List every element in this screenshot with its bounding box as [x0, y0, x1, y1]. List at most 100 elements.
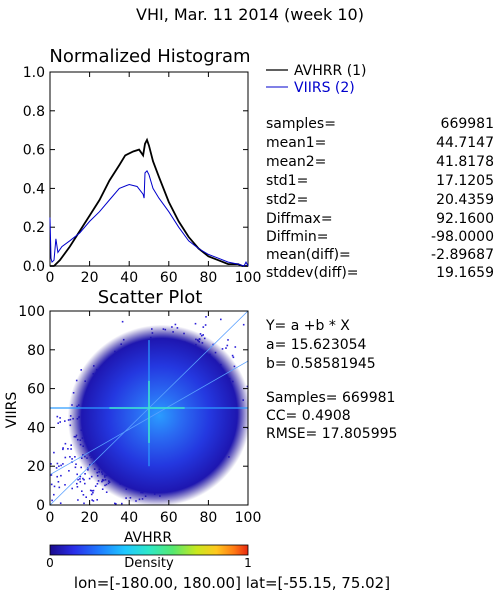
scatter-point — [53, 485, 56, 488]
histogram-ytick-label: 0.2 — [23, 220, 45, 236]
stat-key-std1: std1= — [266, 173, 308, 189]
scatter-xtick-label: 20 — [81, 510, 99, 526]
figure-title: VHI, Mar. 11 2014 (week 10) — [136, 5, 364, 24]
scatter-point — [71, 487, 73, 490]
scatter-xtick-label: 60 — [160, 510, 178, 526]
scatter-point — [58, 486, 61, 489]
scatter-point — [91, 499, 93, 501]
scatter-point — [67, 448, 69, 450]
scatter-point — [83, 502, 85, 505]
scatter-point — [94, 485, 97, 487]
scatter-point — [62, 447, 64, 449]
stat-key-stddev-diff: stddev(diff)= — [266, 265, 359, 281]
scatter-ytick-label: 60 — [27, 382, 45, 398]
histogram-series — [49, 137, 249, 267]
scatter-point — [58, 465, 60, 467]
scatter-point — [57, 481, 60, 483]
histogram-xtick-label: 40 — [120, 270, 138, 286]
stat-value-mean2: 41.8178 — [436, 154, 494, 170]
histogram-axes: 0 20 40 60 80 100 0.0 0.2 0.4 0.6 0.8 1.0 — [23, 65, 262, 286]
colorbar-ramp — [49, 544, 249, 556]
scatter-point — [121, 320, 124, 323]
stat-value-mean1: 44.7147 — [436, 135, 494, 151]
scatter-point — [92, 491, 94, 494]
scatter-plot-area — [49, 310, 249, 506]
stats-block: samples= 669981 mean1= 44.7147 mean2= 41… — [266, 116, 494, 281]
stat-value-diffmax: 92.1600 — [436, 211, 494, 227]
histogram-xtick-label: 20 — [81, 270, 99, 286]
scatter-point — [71, 458, 73, 460]
scatter-point — [59, 502, 62, 504]
scatter-point — [232, 356, 235, 359]
scatter-point — [79, 480, 82, 483]
histogram-ytick-label: 0.8 — [23, 104, 45, 120]
scatter-point — [85, 496, 87, 498]
regression-samples: Samples= 669981 — [266, 390, 395, 406]
scatter-point — [76, 486, 79, 488]
scatter-point — [56, 462, 59, 465]
scatter-point — [83, 478, 85, 481]
scatter-point — [76, 473, 78, 476]
stat-key-samples: samples= — [266, 116, 336, 132]
scatter-point — [231, 354, 234, 357]
scatter-ytick-label: 80 — [27, 343, 45, 359]
regression-b: b= 0.58581945 — [266, 356, 376, 372]
scatter-point — [75, 463, 77, 465]
scatter-point — [50, 463, 52, 465]
scatter-point — [50, 473, 52, 476]
scatter-point — [242, 323, 245, 326]
regression-a: a= 15.623054 — [266, 337, 367, 353]
scatter-panel: Scatter Plot 0 20 40 60 80 100 0 20 40 60 80 100 AV… — [4, 287, 262, 546]
scatter-point — [96, 499, 98, 501]
scatter-point — [77, 478, 79, 481]
regression-equation: Y= a +b * X — [265, 318, 350, 334]
scatter-point — [80, 466, 82, 469]
scatter-point — [81, 490, 83, 492]
density-colorbar: 0 Density 1 — [46, 544, 252, 571]
histogram-xtick-label: 100 — [235, 270, 262, 286]
stat-value-std1: 17.1205 — [436, 173, 494, 189]
scatter-point — [69, 456, 71, 458]
scatter-point — [88, 477, 91, 480]
scatter-point — [84, 473, 86, 475]
scatter-ytick-label: 20 — [27, 459, 45, 475]
scatter-point — [90, 493, 93, 496]
scatter-xtick-label: 80 — [199, 510, 217, 526]
scatter-point — [234, 346, 237, 348]
histogram-ytick-label: 0.6 — [23, 143, 45, 159]
scatter-point — [225, 347, 227, 349]
stat-key-mean-diff: mean(diff)= — [266, 247, 351, 263]
scatter-point — [64, 484, 66, 486]
scatter-point — [84, 482, 86, 485]
scatter-point — [53, 451, 55, 454]
histogram-panel: Normalized Histogram 0 20 40 60 80 1000.00.20… — [23, 46, 262, 286]
stat-value-stddev-diff: 19.1659 — [436, 265, 494, 281]
scatter-point — [91, 490, 93, 492]
legend-label-viirs: VIIRS (2) — [294, 80, 355, 96]
histogram-ytick-label: 0.4 — [23, 181, 45, 197]
scatter-point — [227, 339, 229, 341]
scatter-point — [92, 489, 95, 492]
scatter-point — [79, 475, 82, 478]
scatter-density-core — [50, 311, 248, 505]
histogram-series-viirs — [49, 170, 249, 267]
scatter-point — [60, 464, 62, 467]
stat-value-std2: 20.4359 — [436, 192, 494, 208]
scatter-xtick-label: 40 — [120, 510, 138, 526]
stat-key-mean1: mean1= — [266, 135, 326, 151]
scatter-point — [82, 477, 84, 480]
scatter-xtick-label: 100 — [235, 510, 262, 526]
histogram-legend: AVHRR (1) VIIRS (2) — [266, 63, 367, 96]
scatter-xtick-label: 0 — [46, 510, 55, 526]
scatter-ytick-label: 100 — [18, 304, 45, 320]
stat-value-samples: 669981 — [441, 116, 494, 132]
stat-key-diffmin: Diffmin= — [266, 229, 328, 245]
scatter-point — [60, 474, 62, 477]
scatter-point — [56, 475, 58, 478]
stat-key-mean2: mean2= — [266, 154, 326, 170]
scatter-point — [64, 456, 67, 459]
stat-key-std2: std2= — [266, 192, 308, 208]
scatter-point — [76, 482, 78, 485]
legend-label-avhrr: AVHRR (1) — [294, 63, 367, 79]
